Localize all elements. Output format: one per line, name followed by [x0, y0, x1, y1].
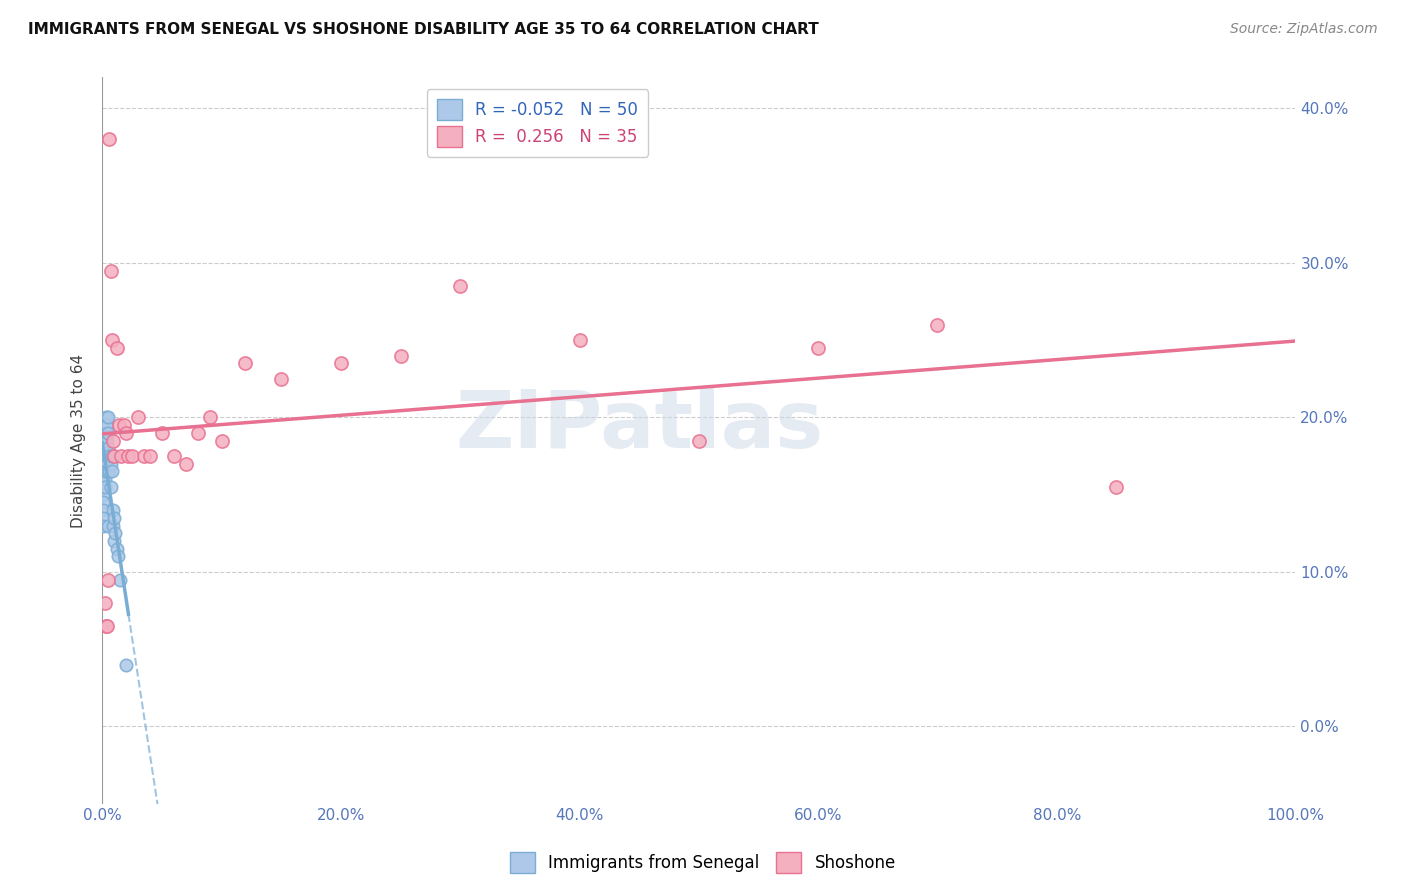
Point	[110, 449, 132, 463]
Point	[211, 434, 233, 448]
Point	[94, 410, 117, 425]
Point	[93, 518, 115, 533]
Point	[174, 457, 197, 471]
Point	[93, 442, 115, 456]
Point	[104, 526, 127, 541]
Point	[93, 510, 115, 524]
Point	[101, 518, 124, 533]
Point	[93, 596, 115, 610]
Point	[112, 418, 135, 433]
Point	[97, 425, 120, 440]
Point	[93, 465, 115, 479]
Point	[98, 465, 121, 479]
Y-axis label: Disability Age 35 to 64: Disability Age 35 to 64	[72, 353, 86, 527]
Point	[93, 472, 115, 486]
Point	[1105, 480, 1128, 494]
Point	[93, 495, 115, 509]
Point	[93, 434, 115, 448]
Point	[93, 480, 115, 494]
Point	[235, 356, 257, 370]
Point	[93, 449, 115, 463]
Point	[105, 541, 128, 556]
Point	[96, 465, 118, 479]
Point	[187, 425, 209, 440]
Point	[97, 518, 120, 533]
Point	[117, 449, 139, 463]
Point	[93, 465, 115, 479]
Point	[93, 487, 115, 501]
Point	[100, 480, 122, 494]
Point	[132, 449, 155, 463]
Point	[927, 318, 949, 332]
Point	[807, 341, 830, 355]
Point	[107, 549, 129, 564]
Point	[198, 410, 221, 425]
Point	[93, 425, 115, 440]
Point	[150, 425, 173, 440]
Text: ZIPatlas: ZIPatlas	[456, 387, 824, 465]
Point	[121, 449, 143, 463]
Point	[93, 457, 115, 471]
Point	[100, 449, 122, 463]
Point	[96, 619, 118, 633]
Point	[100, 263, 122, 277]
Point	[93, 472, 115, 486]
Point	[103, 510, 125, 524]
Point	[449, 279, 471, 293]
Point	[93, 449, 115, 463]
Point	[139, 449, 162, 463]
Point	[94, 425, 117, 440]
Point	[105, 341, 128, 355]
Point	[93, 418, 115, 433]
Point	[389, 349, 412, 363]
Point	[163, 449, 186, 463]
Point	[100, 465, 122, 479]
Text: Source: ZipAtlas.com: Source: ZipAtlas.com	[1230, 22, 1378, 37]
Point	[688, 434, 710, 448]
Point	[94, 449, 117, 463]
Point	[101, 503, 124, 517]
Point	[96, 418, 118, 433]
Legend: R = -0.052   N = 50, R =  0.256   N = 35: R = -0.052 N = 50, R = 0.256 N = 35	[427, 89, 648, 157]
Point	[97, 573, 120, 587]
Point	[329, 356, 352, 370]
Point	[115, 425, 138, 440]
Point	[93, 503, 115, 517]
Point	[270, 372, 292, 386]
Point	[108, 418, 131, 433]
Point	[93, 480, 115, 494]
Point	[96, 449, 118, 463]
Point	[94, 418, 117, 433]
Point	[103, 533, 125, 548]
Point	[568, 333, 591, 347]
Point	[97, 410, 120, 425]
Point	[96, 434, 118, 448]
Point	[93, 434, 115, 448]
Point	[127, 410, 149, 425]
Text: IMMIGRANTS FROM SENEGAL VS SHOSHONE DISABILITY AGE 35 TO 64 CORRELATION CHART: IMMIGRANTS FROM SENEGAL VS SHOSHONE DISA…	[28, 22, 818, 37]
Point	[98, 449, 121, 463]
Point	[115, 657, 138, 672]
Point	[101, 434, 124, 448]
Point	[93, 457, 115, 471]
Point	[94, 619, 117, 633]
Point	[108, 573, 131, 587]
Legend: Immigrants from Senegal, Shoshone: Immigrants from Senegal, Shoshone	[503, 846, 903, 880]
Point	[93, 442, 115, 456]
Point	[98, 132, 121, 146]
Point	[94, 465, 117, 479]
Point	[103, 449, 125, 463]
Point	[94, 457, 117, 471]
Point	[100, 457, 122, 471]
Point	[100, 333, 122, 347]
Point	[97, 442, 120, 456]
